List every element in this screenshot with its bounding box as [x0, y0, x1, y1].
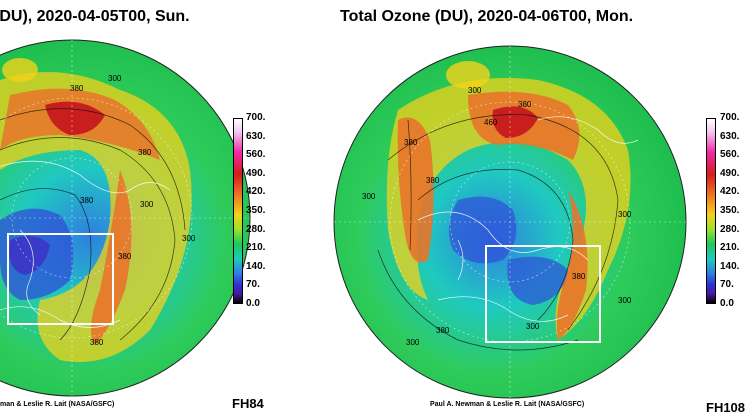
colorbar-tick: 630.	[246, 130, 266, 142]
colorbar-tick: 700.	[246, 112, 266, 123]
ozone-map-left	[0, 39, 251, 397]
colorbar-tick: 70.	[720, 279, 734, 291]
contour-label: 300	[108, 74, 122, 83]
colorbar-tick: 140.	[246, 260, 266, 272]
contour-label: 380	[426, 176, 440, 185]
contour-label: 300	[526, 322, 540, 331]
colorbar-tick: 700.	[720, 112, 740, 123]
credit-right: Paul A. Newman & Leslie R. Lait (NASA/GS…	[430, 401, 585, 408]
forecast-hour-left: FH84	[232, 396, 264, 411]
colorbar-tick: 0.0	[720, 298, 734, 309]
contour-label: 460	[484, 118, 498, 127]
colorbar-tick: 280.	[720, 223, 740, 235]
contour-label: 300	[362, 192, 376, 201]
map-title-left: (DU), 2020-04-05T00, Sun.	[0, 8, 190, 25]
colorbar-tick: 70.	[246, 279, 260, 291]
colorbar-tick: 490.	[720, 167, 740, 179]
colorbar-tick: 210.	[720, 242, 740, 254]
contour-label: 300	[618, 210, 632, 219]
colorbar-tick: 0.0	[246, 298, 260, 309]
colorbar-tick: 420.	[246, 186, 266, 198]
credit-left: man & Leslie R. Lait (NASA/GSFC)	[0, 401, 115, 408]
ozone-map-right	[333, 45, 687, 399]
map-panel-right: Total Ozone (DU), 2020-04-06T00, Mon. 30…	[318, 0, 746, 419]
contour-label: 380	[518, 100, 532, 109]
contour-label: 380	[70, 84, 84, 93]
contour-label: 380	[436, 326, 450, 335]
region-box-left	[7, 233, 114, 325]
region-box-right	[485, 245, 601, 343]
colorbar-tick: 560.	[720, 149, 740, 161]
colorbar-tick: 630.	[720, 130, 740, 142]
contour-label: 380	[80, 196, 94, 205]
contour-label: 380	[572, 272, 586, 281]
contour-label: 380	[404, 138, 418, 147]
colorbar-tick: 490.	[246, 167, 266, 179]
colorbar-right	[706, 118, 716, 304]
colorbar-left	[233, 118, 243, 304]
colorbar-tick: 560.	[246, 149, 266, 161]
map-title-right: Total Ozone (DU), 2020-04-06T00, Mon.	[340, 8, 634, 25]
contour-label: 380	[118, 252, 132, 261]
contour-label: 300	[618, 296, 632, 305]
contour-label: 300	[406, 338, 420, 347]
map-panel-left: (DU), 2020-04-05T00, Sun. 300 380 380 38…	[0, 0, 300, 419]
colorbar-tick: 280.	[246, 223, 266, 235]
contour-label: 380	[138, 148, 152, 157]
colorbar-tick: 140.	[720, 260, 740, 272]
forecast-hour-right: FH108	[706, 400, 746, 415]
colorbar-tick: 420.	[720, 186, 740, 198]
contour-label: 380	[90, 338, 104, 347]
colorbar-tick: 210.	[246, 242, 266, 254]
contour-label: 300	[468, 86, 482, 95]
colorbar-tick: 350.	[720, 205, 740, 216]
colorbar-tick: 350.	[246, 205, 266, 216]
contour-label: 300	[140, 200, 154, 209]
contour-label: 300	[182, 234, 196, 243]
